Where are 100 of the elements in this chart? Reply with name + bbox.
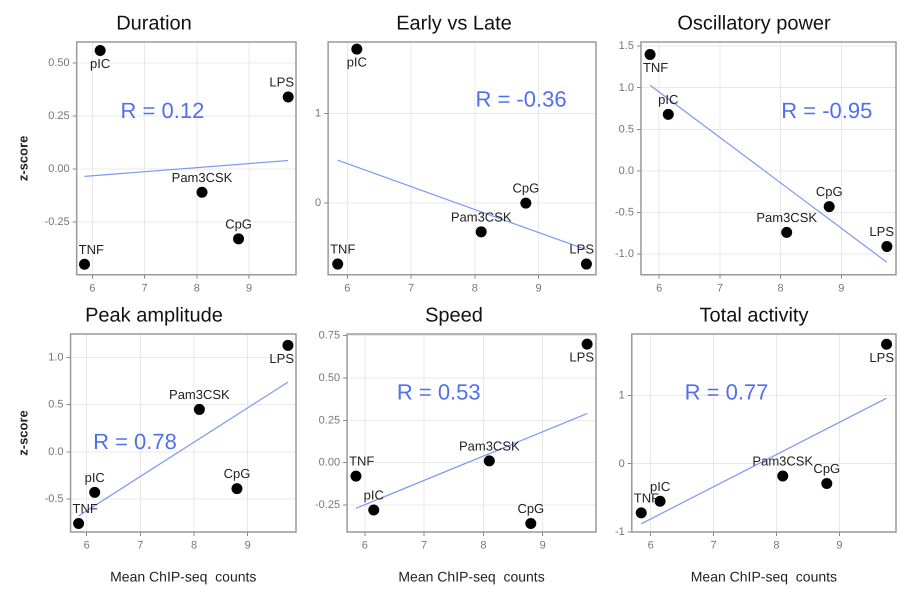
y-tick-label: 1 xyxy=(618,389,625,402)
annotation: pIC xyxy=(84,470,105,485)
y-tick-label: 0.5 xyxy=(48,398,64,411)
point xyxy=(350,470,362,482)
point xyxy=(636,507,647,518)
x-tick-label: 8 xyxy=(190,540,198,552)
x-tick-label: 8 xyxy=(194,282,200,294)
x-tick-label: 8 xyxy=(773,540,780,552)
x-tick-label: 8 xyxy=(472,282,478,294)
x-tick-label: 8 xyxy=(480,540,486,552)
point xyxy=(351,44,362,55)
y-tick-label: 0 xyxy=(314,197,322,210)
x-tick-label: 9 xyxy=(836,540,842,552)
x-axis-title: Mean ChIP-seq counts xyxy=(110,568,256,584)
x-tick-label: 6 xyxy=(344,282,350,294)
annotation: TNF xyxy=(642,60,668,76)
y-tick-label: 0.00 xyxy=(48,163,70,176)
point xyxy=(881,338,892,350)
y-tick-label: -1 xyxy=(615,526,625,538)
point xyxy=(282,92,294,103)
point xyxy=(94,44,106,56)
y-tick-label: -0.5 xyxy=(614,206,634,218)
annotation: CpG xyxy=(816,184,843,200)
x-tick-label: 9 xyxy=(536,282,542,294)
x-tick-label: 6 xyxy=(656,282,662,294)
x-tick-label: 9 xyxy=(540,540,546,552)
point xyxy=(777,470,788,482)
x-tick-label: 7 xyxy=(716,282,723,294)
x-tick-label: 9 xyxy=(838,282,844,294)
point xyxy=(73,518,84,530)
x-tick-label: 7 xyxy=(137,540,144,552)
x-tick-label: 7 xyxy=(408,282,414,294)
y-tick-label: 0.50 xyxy=(318,372,340,384)
y-axis-title: z-score xyxy=(15,410,30,456)
chart-title: Total activity xyxy=(700,304,808,327)
point xyxy=(644,48,656,60)
annotation: pIC xyxy=(364,488,384,503)
x-tick-label: 9 xyxy=(246,282,252,294)
point xyxy=(332,258,344,270)
annotation: TNF xyxy=(78,242,104,257)
y-tick-label: 0.00 xyxy=(318,456,340,469)
annotation: R = -0.36 xyxy=(475,86,567,112)
annotation: CpG xyxy=(512,180,540,196)
x-tick-label: 6 xyxy=(89,282,96,294)
y-axis-title: z-score xyxy=(15,136,30,182)
annotation: R = 0.78 xyxy=(93,428,177,454)
y-tick-label: 0.25 xyxy=(48,110,70,122)
y-tick-label: 0.25 xyxy=(318,414,340,426)
chart-title: Speed xyxy=(425,304,483,327)
x-axis-title: Mean ChIP-seq counts xyxy=(398,568,545,584)
annotation: CpG xyxy=(517,501,544,516)
annotation: LPS xyxy=(569,242,594,257)
point xyxy=(89,486,100,498)
annotation: TNF xyxy=(349,454,374,469)
x-tick-label: 7 xyxy=(141,282,148,294)
y-tick-label: 1.0 xyxy=(48,352,64,364)
annotation: LPS xyxy=(869,350,894,365)
y-tick-label: -0.25 xyxy=(44,216,70,228)
chart-title: Oscillatory power xyxy=(677,12,832,35)
point xyxy=(520,198,532,209)
point xyxy=(368,504,380,516)
annotation: pIC xyxy=(90,56,110,72)
y-tick-label: 0.0 xyxy=(48,446,64,458)
point xyxy=(824,201,835,212)
point xyxy=(233,233,244,244)
annotation: R = 0.53 xyxy=(396,379,481,404)
x-tick-label: 7 xyxy=(710,540,717,552)
annotation: LPS xyxy=(869,224,894,240)
annotation: LPS xyxy=(269,350,294,366)
y-tick-label: 0.50 xyxy=(48,57,70,70)
point xyxy=(194,404,205,415)
x-tick-label: 8 xyxy=(778,282,784,294)
point xyxy=(881,241,892,252)
x-tick-label: 6 xyxy=(84,540,90,552)
y-tick-label: 1.0 xyxy=(618,82,634,94)
point xyxy=(525,518,536,530)
point xyxy=(582,338,593,350)
x-tick-label: 7 xyxy=(421,540,428,552)
annotation: R = 0.77 xyxy=(684,379,768,404)
annotation: Pam3CSK xyxy=(756,210,818,225)
y-tick-label: 0.5 xyxy=(618,123,634,136)
point xyxy=(231,483,242,494)
annotation: pIC xyxy=(346,54,367,70)
annotation: CpG xyxy=(224,466,250,482)
annotation: Pam3CSK xyxy=(169,387,230,402)
point xyxy=(196,186,208,198)
annotation: LPS xyxy=(569,350,594,365)
y-tick-label: -0.25 xyxy=(314,498,340,511)
y-tick-label: 0.0 xyxy=(618,164,634,177)
x-tick-label: 6 xyxy=(362,540,368,552)
chart-title: Duration xyxy=(116,12,192,35)
annotation: LPS xyxy=(269,74,294,90)
point xyxy=(282,340,294,351)
chart-title: Peak amplitude xyxy=(85,304,223,327)
annotation: CpG xyxy=(813,461,840,476)
x-tick-label: 9 xyxy=(244,540,251,552)
point xyxy=(781,226,792,238)
y-tick-label: -0.5 xyxy=(44,493,64,506)
y-tick-label: 1 xyxy=(314,108,322,120)
point xyxy=(580,258,592,270)
